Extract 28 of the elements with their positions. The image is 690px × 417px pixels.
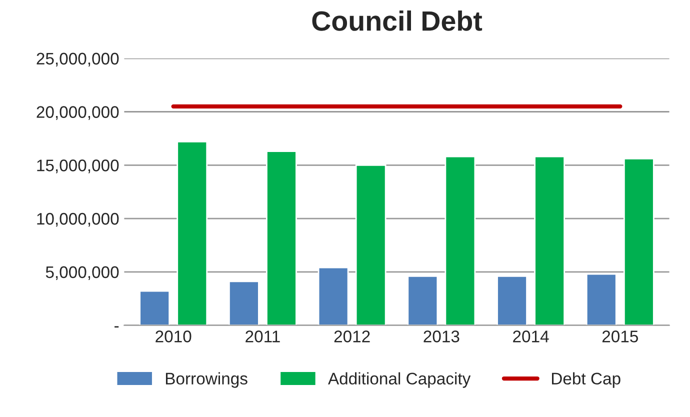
legend-label: Borrowings bbox=[166, 372, 248, 388]
bar bbox=[355, 164, 386, 326]
x-tick-label: 2010 bbox=[156, 330, 192, 342]
y-tick-label: 5,000,000 bbox=[46, 266, 119, 280]
bar bbox=[139, 290, 170, 326]
bar bbox=[623, 158, 654, 326]
bar bbox=[586, 273, 617, 326]
bar bbox=[176, 140, 208, 326]
y-tick-label: 10,000,000 bbox=[37, 212, 119, 227]
y-tick-label: 15,000,000 bbox=[37, 160, 119, 174]
x-tick-label: 2013 bbox=[424, 330, 460, 342]
x-tick-label: 2014 bbox=[513, 330, 549, 342]
bar bbox=[444, 156, 476, 326]
bar bbox=[407, 275, 438, 326]
x-tick-label: 2011 bbox=[246, 330, 280, 342]
y-tick-label: 20,000,000 bbox=[36, 106, 119, 120]
y-tick-label: 25,000,000 bbox=[36, 52, 119, 67]
legend-label: Additional Capacity bbox=[328, 372, 471, 388]
bar bbox=[496, 275, 528, 326]
bar bbox=[318, 266, 349, 326]
x-tick-label: 2015 bbox=[602, 330, 638, 342]
y-tick-label: - bbox=[114, 326, 119, 328]
chart-title: Council Debt bbox=[312, 10, 482, 31]
legend-label: Debt Cap bbox=[552, 372, 620, 388]
bar bbox=[228, 280, 260, 326]
x-tick-label: 2012 bbox=[334, 330, 370, 342]
bar bbox=[534, 156, 565, 326]
bar bbox=[266, 150, 297, 326]
